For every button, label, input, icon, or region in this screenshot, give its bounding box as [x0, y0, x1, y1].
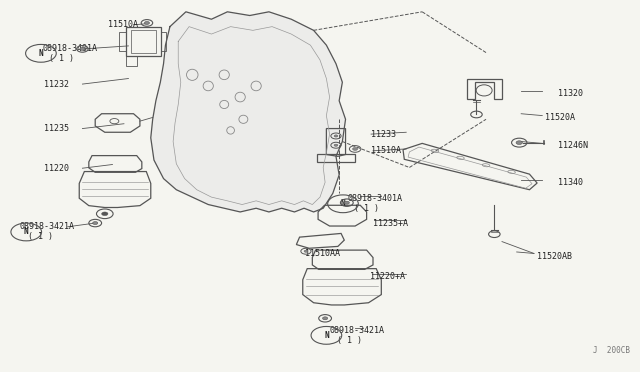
- Text: 08918-3401A: 08918-3401A: [42, 44, 97, 52]
- Text: 11320: 11320: [557, 89, 582, 98]
- Text: N: N: [38, 49, 44, 58]
- Text: J  200CB: J 200CB: [593, 346, 630, 355]
- Circle shape: [304, 250, 308, 252]
- Text: ( 1 ): ( 1 ): [337, 336, 362, 345]
- Text: 11510A: 11510A: [108, 20, 138, 29]
- Text: 11220: 11220: [44, 164, 69, 173]
- Text: ( 1 ): ( 1 ): [28, 232, 52, 241]
- Text: ( 1 ): ( 1 ): [355, 204, 380, 213]
- Circle shape: [334, 135, 338, 137]
- Circle shape: [353, 147, 358, 150]
- Circle shape: [323, 317, 328, 320]
- Text: ( 1 ): ( 1 ): [49, 54, 74, 62]
- Text: 11220+A: 11220+A: [370, 272, 405, 280]
- Text: 11235: 11235: [44, 124, 69, 133]
- Text: 11510AA: 11510AA: [305, 249, 340, 258]
- Text: N: N: [324, 331, 329, 340]
- Text: 08918-3421A: 08918-3421A: [330, 326, 385, 335]
- Circle shape: [516, 141, 522, 144]
- Text: 11520AB: 11520AB: [537, 252, 572, 261]
- Circle shape: [145, 22, 150, 25]
- Text: 11232: 11232: [44, 80, 69, 89]
- Text: 11233: 11233: [371, 129, 396, 139]
- Text: 11510A: 11510A: [371, 146, 401, 155]
- Text: 11235+A: 11235+A: [373, 219, 408, 228]
- Text: 08918-3421A: 08918-3421A: [20, 222, 75, 231]
- Circle shape: [334, 144, 338, 146]
- Text: 11520A: 11520A: [545, 113, 575, 122]
- Circle shape: [80, 47, 85, 50]
- Text: N: N: [24, 227, 29, 237]
- Circle shape: [344, 201, 349, 204]
- Text: 11246N: 11246N: [557, 141, 588, 150]
- Text: 08918-3401A: 08918-3401A: [348, 195, 403, 203]
- Text: 11340: 11340: [557, 178, 582, 187]
- Polygon shape: [151, 12, 346, 212]
- Text: N: N: [340, 199, 346, 208]
- Circle shape: [102, 212, 108, 216]
- Circle shape: [93, 222, 98, 225]
